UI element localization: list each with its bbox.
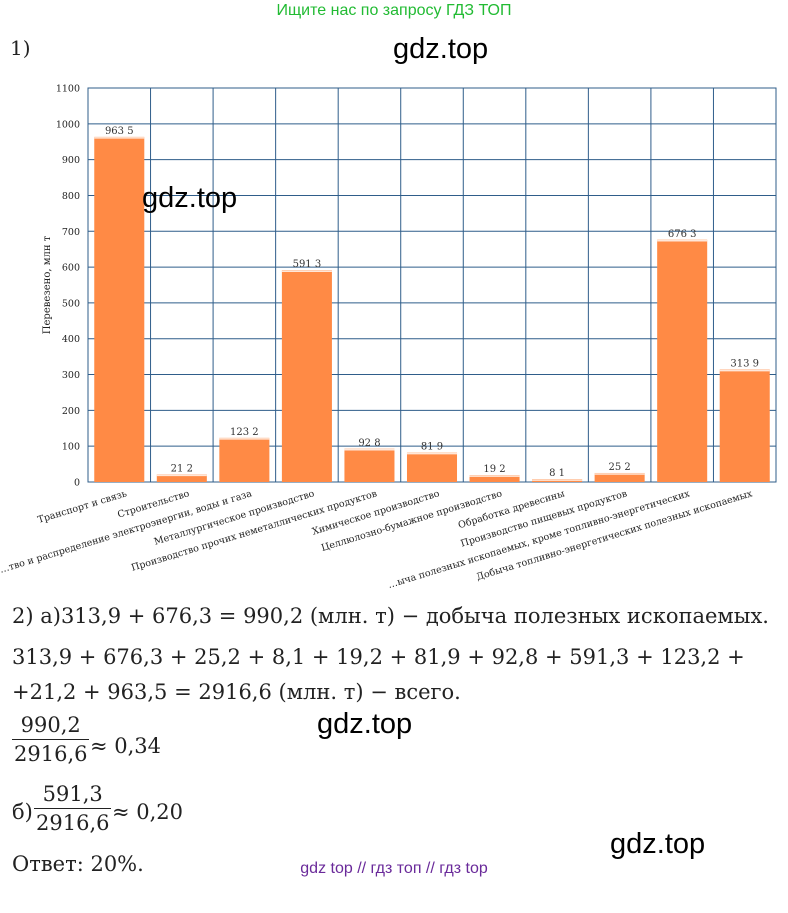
- y-tick-label: 800: [62, 191, 80, 202]
- data-label: 81 9: [421, 442, 443, 453]
- y-tick-label: 100: [62, 442, 80, 453]
- x-tick-label: …тво и распределение электроэнергии, вод…: [0, 488, 254, 576]
- watermark: gdz.top: [142, 182, 238, 214]
- data-label: 963 5: [105, 126, 134, 137]
- data-label: 25 2: [609, 462, 631, 473]
- bar: [344, 448, 395, 482]
- watermark: gdz.top: [317, 708, 413, 740]
- solution-sum-line-2: +21,2 + 963,5 = 2916,6 (млн. т) − всего.: [12, 680, 461, 704]
- fraction-1: 990,2 2916,6: [12, 713, 90, 766]
- y-tick-label: 600: [62, 263, 80, 274]
- fraction-2-numerator: 591,3: [42, 782, 103, 806]
- search-banner: Ищите нас по запросу ГДЗ ТОП: [276, 2, 512, 19]
- bar: [657, 239, 708, 482]
- bar: [594, 472, 645, 482]
- data-label: 19 2: [483, 464, 505, 475]
- fraction-2-denominator: 2916,6: [36, 811, 110, 835]
- bar: [94, 136, 145, 482]
- y-tick-label: 400: [62, 334, 80, 345]
- fraction-2-bar: [34, 808, 112, 809]
- y-tick-label: 500: [62, 298, 80, 309]
- fraction-1-result: ≈ 0,34: [90, 734, 162, 758]
- y-axis-label: Перевезено, млн т: [42, 235, 53, 334]
- data-label: 92 8: [358, 438, 380, 449]
- fraction-1-bar: [12, 739, 90, 740]
- x-tick-label: Транспорт и связь: [36, 488, 128, 526]
- fraction-1-numerator: 990,2: [20, 713, 81, 737]
- watermark: gdz.top: [610, 828, 706, 860]
- y-tick-label: 300: [62, 370, 80, 381]
- solution-sum-line-1: 313,9 + 676,3 + 25,2 + 8,1 + 19,2 + 81,9…: [12, 645, 745, 669]
- fraction-1-denominator: 2916,6: [14, 742, 88, 766]
- data-label: 676 3: [668, 229, 697, 240]
- answer-line: Ответ: 20%.: [12, 852, 144, 876]
- footer-links: gdz top // гдз топ // гдз top: [300, 860, 488, 877]
- bar: [281, 270, 332, 482]
- y-tick-label: 1100: [56, 84, 80, 95]
- bar: [719, 369, 770, 482]
- fraction-2: 591,3 2916,6: [34, 782, 112, 835]
- data-label: 591 3: [293, 259, 322, 270]
- y-tick-label: 900: [62, 155, 80, 166]
- y-tick-label: 1000: [56, 119, 80, 130]
- y-tick-label: 700: [62, 227, 80, 238]
- bar-chart: 0 100 200 300 400 500 600 700 800 900 1000 1100 Пере…: [0, 84, 777, 588]
- solution-line-a: 2) а)313,9 + 676,3 = 990,2 (млн. т) − до…: [12, 604, 769, 628]
- bar: [156, 474, 207, 482]
- watermark: gdz.top: [393, 33, 489, 65]
- data-label: 313 9: [730, 359, 759, 370]
- bar: [219, 437, 270, 482]
- fraction-2-result: ≈ 0,20: [112, 800, 184, 824]
- part-b-label: б): [12, 800, 33, 824]
- data-label: 21 2: [171, 463, 193, 474]
- data-label: 8 1: [549, 468, 565, 479]
- y-tick-label: 200: [62, 406, 80, 417]
- bar: [469, 475, 520, 482]
- y-tick-label: 0: [74, 478, 80, 489]
- bar: [406, 452, 458, 482]
- data-label: 123 2: [230, 427, 259, 438]
- task-number: 1): [10, 36, 31, 60]
